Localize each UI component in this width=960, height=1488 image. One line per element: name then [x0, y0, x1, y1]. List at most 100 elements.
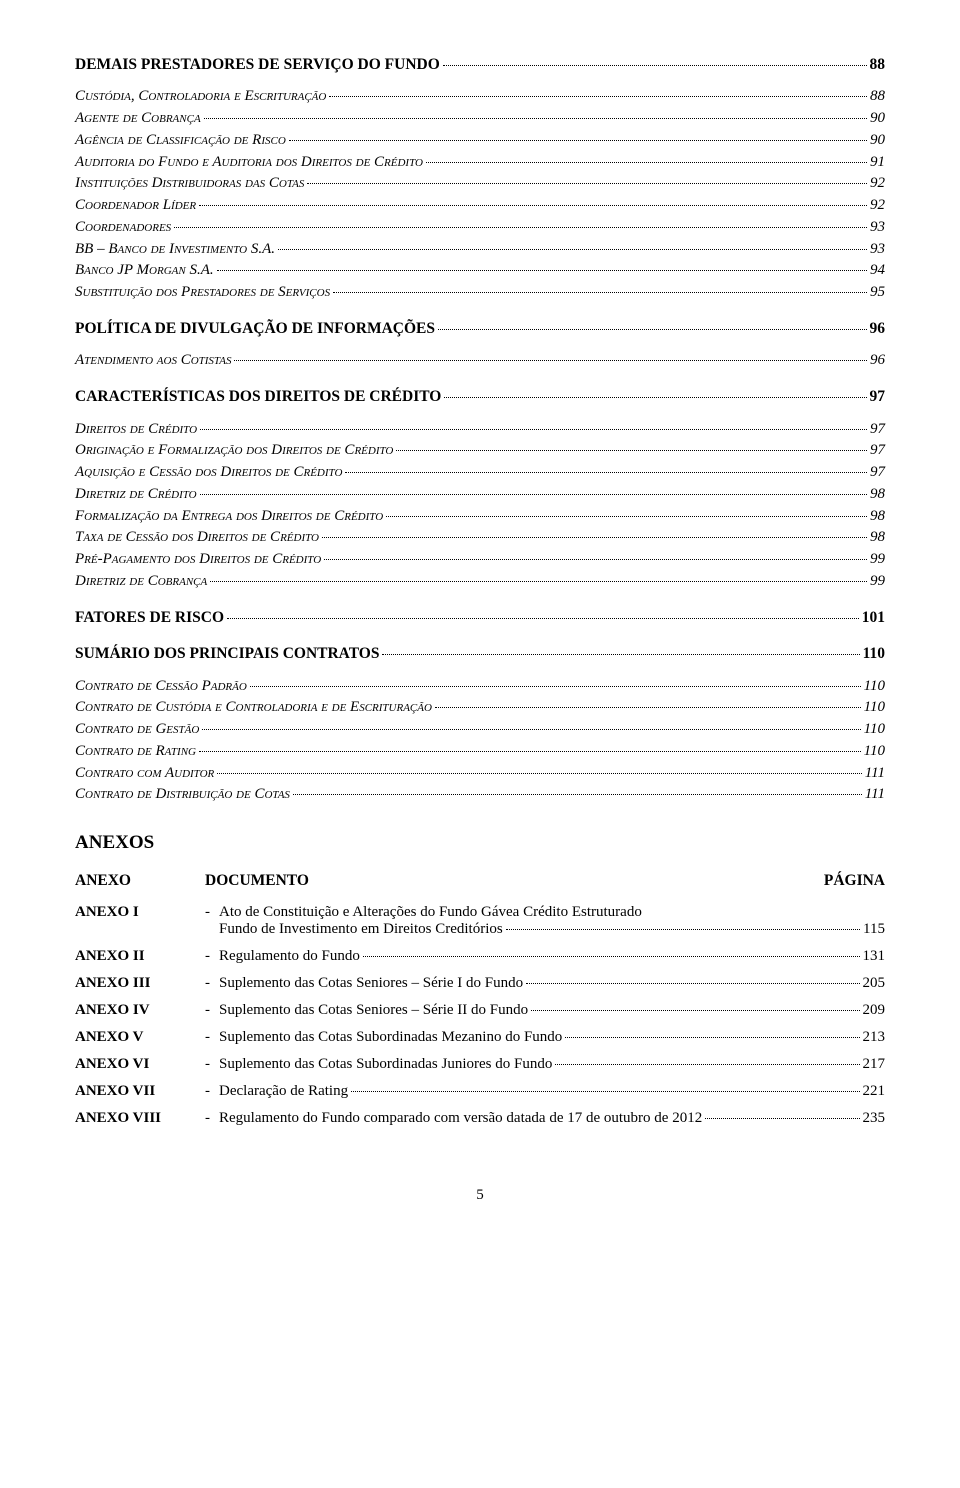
toc-entry-page: 93 — [870, 239, 885, 261]
toc-entry-text: Auditoria do Fundo e Auditoria dos Direi… — [75, 152, 423, 174]
toc-entry-text: Formalização da Entrega dos Direitos de … — [75, 506, 383, 528]
toc-entry-text: Atendimento aos Cotistas — [75, 350, 231, 372]
toc-entry: Contrato de Cessão Padrão 110 — [75, 676, 885, 698]
toc-entry-text: Agente de Cobrança — [75, 108, 201, 130]
toc-entry: Diretriz de Crédito 98 — [75, 484, 885, 506]
toc-entry-text: Taxa de Cessão dos Direitos de Crédito — [75, 527, 319, 549]
toc-entry: Agência de Classificação de Risco90 — [75, 130, 885, 152]
anexo-dash: - — [205, 1110, 219, 1127]
anexo-description: Declaração de Rating 221 — [219, 1083, 885, 1100]
toc-entry: BB – Banco de Investimento S.A.93 — [75, 239, 885, 261]
toc-entry-text: Pré-Pagamento dos Direitos de Crédito — [75, 549, 321, 571]
anexo-label: ANEXO VII — [75, 1083, 205, 1100]
toc-entry-text: Coordenador Líder — [75, 195, 196, 217]
toc-entry-page: 88 — [870, 86, 885, 108]
anexo-desc-text: Suplemento das Cotas Seniores – Série II… — [219, 1002, 528, 1019]
anexo-desc-text: Declaração de Rating — [219, 1083, 348, 1100]
toc-entry-page: 88 — [870, 54, 886, 76]
toc-leader-dots — [217, 270, 867, 271]
toc-entry-page: 94 — [870, 260, 885, 282]
anexo-description: Regulamento do Fundo comparado com versã… — [219, 1110, 885, 1127]
anexo-dash: - — [205, 1002, 219, 1019]
anexo-desc-text: Regulamento do Fundo comparado com versã… — [219, 1110, 702, 1127]
toc-entry-page: 98 — [870, 484, 885, 506]
toc-entry-page: 92 — [870, 195, 885, 217]
toc-entry-page: 101 — [862, 607, 885, 629]
toc-entry-text: Contrato com Auditor — [75, 763, 214, 785]
toc-entry-page: 97 — [870, 462, 885, 484]
anexo-leader-dots — [526, 983, 859, 984]
anexo-desc-line: Fundo de Investimento em Direitos Credit… — [219, 921, 885, 938]
toc-entry: Contrato de Rating110 — [75, 741, 885, 763]
toc-entry-text: Diretriz de Crédito — [75, 484, 197, 506]
toc-entry-page: 90 — [870, 130, 885, 152]
toc-entry-page: 91 — [870, 152, 885, 174]
toc-entry-page: 97 — [870, 386, 886, 408]
toc-entry: Direitos de Crédito97 — [75, 419, 885, 441]
toc-leader-dots — [333, 292, 867, 293]
anexo-row: ANEXO III-Suplemento das Cotas Seniores … — [75, 975, 885, 992]
toc-entry: Custódia, Controladoria e Escrituração88 — [75, 86, 885, 108]
toc-leader-dots — [438, 329, 867, 330]
toc-leader-dots — [293, 794, 862, 795]
toc-entry-text: DEMAIS PRESTADORES DE SERVIÇO DO FUNDO — [75, 54, 440, 76]
anexo-desc-line: Suplemento das Cotas Seniores – Série I … — [219, 975, 885, 992]
toc-entry: Contrato de Custódia e Controladoria e d… — [75, 697, 885, 719]
toc-entry: CARACTERÍSTICAS DOS DIREITOS DE CRÉDITO 9… — [75, 386, 885, 408]
toc-entry-text: Aquisição e Cessão dos Direitos de Crédi… — [75, 462, 342, 484]
toc-leader-dots — [435, 707, 861, 708]
toc-entry-text: CARACTERÍSTICAS DOS DIREITOS DE CRÉDITO — [75, 386, 441, 408]
toc-leader-dots — [199, 751, 861, 752]
toc-entry-page: 99 — [870, 549, 885, 571]
toc-entry: Coordenadores93 — [75, 217, 885, 239]
anexo-leader-dots — [565, 1037, 859, 1038]
toc-entry-text: Instituições Distribuidoras das Cotas — [75, 173, 304, 195]
anexo-description: Suplemento das Cotas Seniores – Série II… — [219, 1002, 885, 1019]
anexos-header-col2: DOCUMENTO — [205, 872, 805, 890]
anexos-header-col3: PÁGINA — [805, 872, 885, 890]
anexo-dash: - — [205, 904, 219, 921]
anexo-label: ANEXO VIII — [75, 1110, 205, 1127]
anexo-row: ANEXO IV-Suplemento das Cotas Seniores –… — [75, 1002, 885, 1019]
anexo-row: ANEXO VI-Suplemento das Cotas Subordinad… — [75, 1056, 885, 1073]
toc-entry-page: 111 — [865, 784, 885, 806]
anexos-heading: ANEXOS — [75, 832, 885, 854]
anexo-leader-dots — [705, 1118, 859, 1119]
anexo-row: ANEXO I-Ato de Constituição e Alterações… — [75, 904, 885, 938]
toc-entry: Diretriz de Cobrança99 — [75, 571, 885, 593]
toc-entry-page: 110 — [864, 676, 885, 698]
toc-entry: SUMÁRIO DOS PRINCIPAIS CONTRATOS110 — [75, 643, 885, 665]
toc-leader-dots — [210, 581, 867, 582]
toc-entry-page: 110 — [864, 697, 885, 719]
toc-leader-dots — [204, 118, 867, 119]
anexos-table-header: ANEXO DOCUMENTO PÁGINA — [75, 872, 885, 890]
anexo-dash: - — [205, 948, 219, 965]
anexo-desc-line: Suplemento das Cotas Subordinadas Junior… — [219, 1056, 885, 1073]
toc-entry-text: POLÍTICA DE DIVULGAÇÃO DE INFORMAÇÕES — [75, 318, 435, 340]
toc-leader-dots — [199, 205, 867, 206]
toc-entry-text: FATORES DE RISCO — [75, 607, 224, 629]
toc-entry-text: Contrato de Cessão Padrão — [75, 676, 247, 698]
anexo-description: Ato de Constituição e Alterações do Fund… — [219, 904, 885, 938]
anexo-row: ANEXO VII-Declaração de Rating 221 — [75, 1083, 885, 1100]
toc-entry-page: 97 — [870, 419, 885, 441]
toc-entry: FATORES DE RISCO 101 — [75, 607, 885, 629]
anexo-label: ANEXO II — [75, 948, 205, 965]
anexo-page: 221 — [863, 1083, 886, 1100]
toc-leader-dots — [202, 729, 860, 730]
anexo-description: Suplemento das Cotas Seniores – Série I … — [219, 975, 885, 992]
toc-entry-page: 98 — [870, 527, 885, 549]
anexo-desc-line: Suplemento das Cotas Seniores – Série II… — [219, 1002, 885, 1019]
toc-leader-dots — [345, 472, 867, 473]
toc-entry: Contrato com Auditor111 — [75, 763, 885, 785]
anexo-desc-line: Ato de Constituição e Alterações do Fund… — [219, 904, 885, 921]
toc-entry: Atendimento aos Cotistas96 — [75, 350, 885, 372]
toc-entry-text: Originação e Formalização dos Direitos d… — [75, 440, 393, 462]
anexo-page: 115 — [863, 921, 885, 938]
toc-leader-dots — [386, 516, 867, 517]
anexo-leader-dots — [531, 1010, 859, 1011]
toc-entry: Auditoria do Fundo e Auditoria dos Direi… — [75, 152, 885, 174]
toc-entry: POLÍTICA DE DIVULGAÇÃO DE INFORMAÇÕES96 — [75, 318, 885, 340]
anexo-desc-text: Regulamento do Fundo — [219, 948, 360, 965]
anexo-desc-text: Ato de Constituição e Alterações do Fund… — [219, 904, 642, 921]
